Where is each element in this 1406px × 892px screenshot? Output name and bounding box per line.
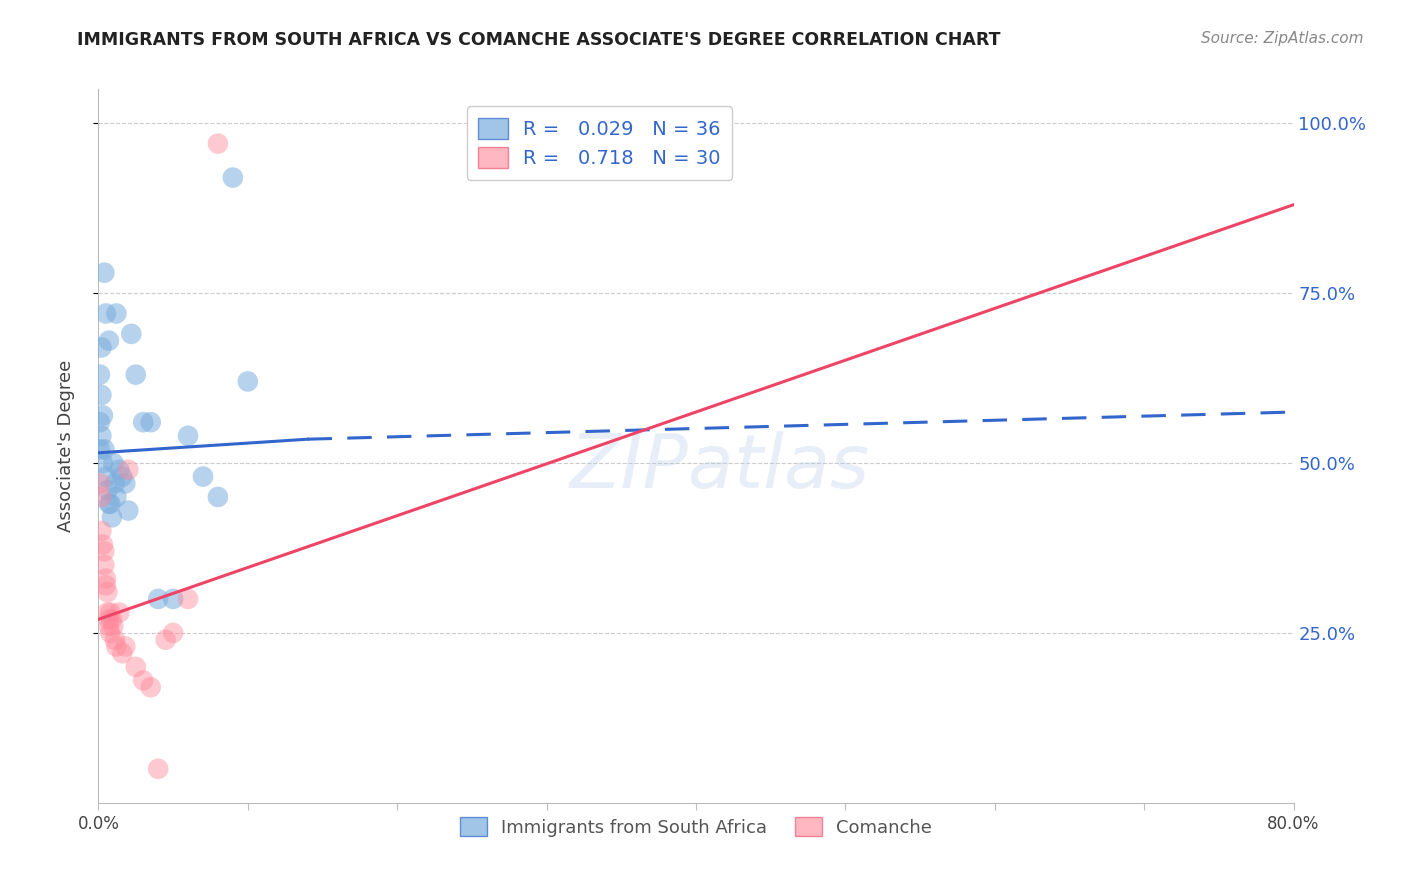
Point <box>148 591 170 606</box>
Point <box>93 442 115 457</box>
Point <box>97 334 120 348</box>
Point <box>90 524 112 538</box>
Point <box>120 326 142 341</box>
Point <box>114 476 136 491</box>
Point <box>98 626 122 640</box>
Point <box>101 612 124 626</box>
Point <box>90 490 112 504</box>
Point <box>90 429 112 443</box>
Point <box>114 640 136 654</box>
Point <box>93 266 115 280</box>
Point <box>207 136 229 151</box>
Point <box>139 415 162 429</box>
Point <box>191 469 214 483</box>
Point <box>108 606 131 620</box>
Point <box>94 469 117 483</box>
Text: Source: ZipAtlas.com: Source: ZipAtlas.com <box>1201 31 1364 46</box>
Legend: Immigrants from South Africa, Comanche: Immigrants from South Africa, Comanche <box>453 809 939 844</box>
Point <box>94 572 117 586</box>
Point <box>125 660 148 674</box>
Point <box>162 626 184 640</box>
Point <box>93 558 115 572</box>
Point <box>96 606 118 620</box>
Point <box>148 762 170 776</box>
Y-axis label: Associate's Degree: Associate's Degree <box>56 359 75 533</box>
Point <box>91 409 114 423</box>
Point <box>96 483 118 498</box>
Point <box>132 415 155 429</box>
Point <box>97 619 120 633</box>
Point <box>222 170 245 185</box>
Point <box>91 456 114 470</box>
Point <box>104 632 127 647</box>
Point <box>91 537 114 551</box>
Point <box>90 341 112 355</box>
Point <box>89 368 111 382</box>
Point <box>108 463 131 477</box>
Text: IMMIGRANTS FROM SOUTH AFRICA VS COMANCHE ASSOCIATE'S DEGREE CORRELATION CHART: IMMIGRANTS FROM SOUTH AFRICA VS COMANCHE… <box>77 31 1001 49</box>
Point <box>96 585 118 599</box>
Point <box>93 544 115 558</box>
Point <box>103 456 125 470</box>
Point <box>117 463 139 477</box>
Point <box>132 673 155 688</box>
Point <box>89 415 111 429</box>
Point <box>177 429 200 443</box>
Point <box>94 306 117 320</box>
Point <box>98 497 122 511</box>
Point <box>111 646 134 660</box>
Point <box>89 442 111 457</box>
Point <box>94 578 117 592</box>
Point <box>105 640 128 654</box>
Point <box>139 680 162 694</box>
Point <box>155 632 177 647</box>
Point <box>177 591 200 606</box>
Point <box>236 375 259 389</box>
Point <box>162 591 184 606</box>
Point <box>97 497 120 511</box>
Point <box>125 368 148 382</box>
Point <box>97 612 120 626</box>
Point <box>101 510 124 524</box>
Point <box>105 490 128 504</box>
Text: ZIPatlas: ZIPatlas <box>569 432 870 503</box>
Point <box>105 306 128 320</box>
Point <box>90 388 112 402</box>
Point <box>98 606 122 620</box>
Point <box>111 469 134 483</box>
Point <box>103 619 125 633</box>
Point <box>104 476 127 491</box>
Point <box>89 476 111 491</box>
Point <box>207 490 229 504</box>
Point <box>117 503 139 517</box>
